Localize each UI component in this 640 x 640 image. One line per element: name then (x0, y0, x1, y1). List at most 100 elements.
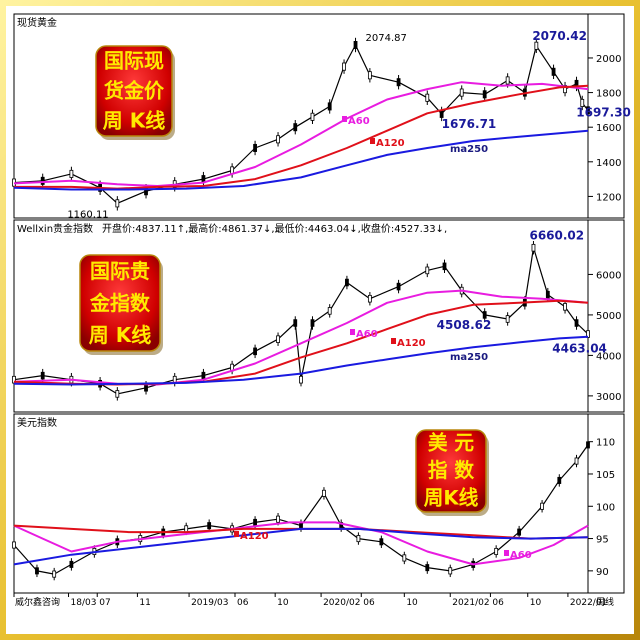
value-annotation: 4463.04 (552, 342, 607, 356)
candle-body (293, 123, 298, 132)
series-line-price (13, 444, 589, 575)
x-tick-label: 07 (99, 598, 110, 608)
candle-body (310, 112, 315, 121)
value-annotation: 4508.62 (437, 318, 492, 332)
ma-marker (350, 329, 355, 335)
candle-body (531, 243, 536, 252)
candle-body (396, 282, 401, 291)
candle-body (327, 307, 332, 315)
ma-label-ma120: A120 (376, 138, 405, 149)
candle-body (494, 547, 499, 555)
candle-body (201, 371, 206, 380)
badge-line: 周 K线 (89, 323, 151, 347)
x-tick-label: 10 (530, 598, 542, 608)
candle-body (293, 319, 298, 327)
series-line-ma250 (13, 129, 589, 191)
x-tick-label: 06 (492, 598, 504, 608)
candle-body (586, 106, 590, 115)
chart-panel-1: 现货黄金 2000 1800 1600 1400 1200 A60 A120 ma250 2074… (12, 13, 631, 220)
candle-body (115, 199, 120, 208)
candle-body (12, 375, 16, 384)
candle-body (345, 278, 349, 287)
candle-body (115, 390, 120, 398)
y-tick-label: 105 (596, 470, 615, 481)
value-annotation: 2070.42 (532, 29, 587, 43)
badge-line: 周K线 (424, 486, 479, 509)
x-axis-period-label: 周线 (596, 596, 614, 608)
x-tick-label: 2022/01 (570, 598, 607, 608)
candle-body (425, 93, 430, 102)
series-line-ma60 (13, 81, 589, 187)
y-tick-label: 1400 (596, 158, 621, 169)
y-tick-label: 4000 (596, 351, 621, 362)
candle-body (299, 522, 303, 530)
candle-body (367, 294, 372, 303)
candle-body (517, 528, 522, 536)
ma-label-ma250: ma250 (450, 144, 488, 155)
chart-panel-2: Wellxin贵金指数 开盘价:4837.11↑,最高价:4861.37↓,最低价… (12, 219, 625, 413)
candle-body (574, 457, 579, 465)
candle-body (253, 143, 257, 152)
candle-body (482, 311, 487, 319)
value-annotation: 6660.02 (529, 229, 584, 243)
x-tick-label: 威尔鑫咨询 (15, 596, 60, 608)
candle-body (40, 176, 45, 185)
value-annotation: 1697.30 (576, 105, 631, 119)
candle-body (505, 76, 510, 85)
x-tick-label: 06 (237, 598, 249, 608)
candle-body (353, 41, 358, 50)
candle-body (367, 71, 372, 80)
panel-title: 现货黄金 (17, 16, 57, 29)
y-tick-label: 5000 (596, 311, 621, 322)
candle-body (563, 303, 567, 311)
value-annotation: 1676.71 (442, 117, 497, 131)
x-tick-label: 10 (277, 598, 289, 608)
candle-body (448, 567, 453, 575)
candle-body (322, 489, 326, 497)
ma-label-ma60: A60 (356, 329, 378, 340)
x-tick-label: 18/03 (71, 598, 97, 608)
candle-body (253, 518, 257, 526)
badge-line: 周 K线 (103, 109, 165, 133)
candle-body (40, 371, 45, 380)
candle-body (310, 319, 315, 327)
panel-border (13, 413, 625, 594)
candle-body (69, 560, 74, 568)
candle-body (425, 266, 430, 275)
series-line-price (13, 44, 589, 204)
candle-body (327, 102, 332, 111)
y-tick-label: 1800 (596, 89, 621, 100)
candle-body (253, 347, 257, 356)
y-tick-label: 3000 (596, 392, 621, 403)
ma-label-ma120: A120 (240, 531, 269, 542)
y-tick-label: 95 (596, 535, 609, 546)
ma-marker (391, 338, 396, 344)
badge-line: 金指数 (89, 291, 151, 315)
y-tick-label: 1600 (596, 123, 621, 134)
ma-label-ma250: ma250 (450, 352, 488, 363)
candle-body (276, 135, 280, 144)
candle-body (12, 541, 16, 549)
candle-body (442, 262, 447, 271)
x-tick-label: 06 (363, 598, 375, 608)
candle-body (396, 78, 401, 87)
ma-marker (504, 550, 509, 556)
x-axis: 威尔鑫咨询 18/03 07 11 2019/03 06 10 2020/02 06 10 2021… (13, 593, 614, 608)
candle-body (425, 564, 430, 572)
series-line-ma250 (13, 335, 589, 386)
value-annotation: 2074.87 (366, 33, 407, 44)
candle-body (356, 535, 361, 543)
candle-body (342, 62, 346, 71)
series-line-ma60 (13, 521, 589, 566)
candle-body (545, 290, 550, 299)
candle-body (52, 570, 57, 578)
ma-label-ma120: A120 (397, 338, 426, 349)
ma-marker (234, 531, 239, 537)
x-tick-label: 2021/02 (452, 598, 489, 608)
candle-body (379, 538, 384, 546)
x-tick-label: 10 (406, 598, 418, 608)
candle-body (35, 567, 39, 575)
